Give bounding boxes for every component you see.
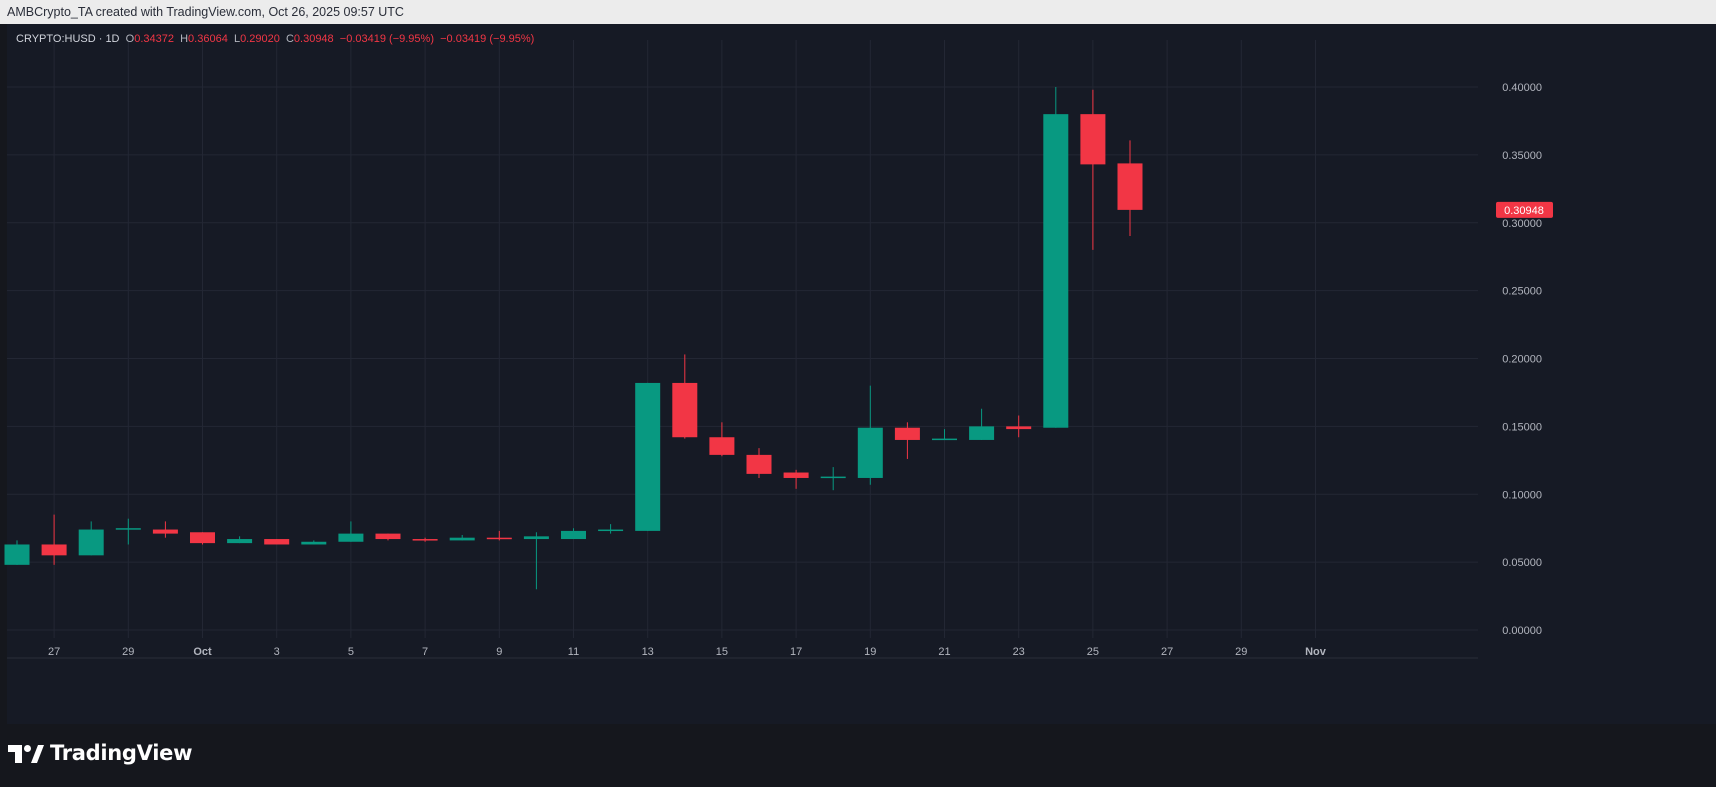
- candle-body-down: [1080, 114, 1106, 165]
- x-tick-label: 11: [568, 646, 579, 658]
- candle-body-down: [746, 454, 772, 474]
- y-tick-label: 0.00000: [1502, 625, 1542, 637]
- candle-body-down: [375, 533, 401, 540]
- x-tick-label: Oct: [193, 646, 212, 658]
- y-tick-label: 0.15000: [1502, 421, 1542, 433]
- x-tick-label: 15: [716, 646, 728, 658]
- x-tick-label: 13: [642, 646, 654, 658]
- candle-body-up: [338, 533, 364, 542]
- y-tick-label: 0.30000: [1502, 218, 1542, 230]
- attribution-bar: AMBCrypto_TA created with TradingView.co…: [0, 0, 1716, 24]
- x-tick-label: 3: [274, 646, 280, 658]
- x-tick-label: 29: [122, 646, 134, 658]
- candle-body-down: [152, 529, 178, 534]
- high-value: 0.36064: [188, 33, 228, 45]
- candle-body-down: [486, 537, 512, 540]
- ohlc-legend: CRYPTO:HUSD · 1D O0.34372 H0.36064 L0.29…: [16, 33, 534, 45]
- candle-body-down: [672, 382, 698, 438]
- chart-area[interactable]: [7, 24, 1716, 724]
- candle-body-up: [449, 537, 475, 541]
- x-tick-label: Nov: [1305, 646, 1327, 658]
- y-tick-label: 0.20000: [1502, 354, 1542, 366]
- tradingview-logo-icon: [8, 745, 44, 763]
- close-value: 0.30948: [293, 33, 334, 45]
- symbol-label: CRYPTO:HUSD · 1D: [16, 33, 120, 45]
- open-label: O: [125, 33, 135, 45]
- change-value: −0.03419 (−9.95%): [339, 33, 434, 45]
- x-tick-label: 19: [864, 646, 876, 658]
- last-price-tag: [1496, 201, 1553, 218]
- x-tick-label: 29: [1235, 646, 1247, 658]
- y-tick-label: 0.25000: [1502, 286, 1542, 298]
- candle-body-up: [523, 536, 549, 540]
- candle-body-up: [820, 476, 846, 479]
- candle-body-down: [894, 427, 920, 440]
- footer: [0, 724, 1716, 787]
- candle-body-down: [264, 539, 290, 545]
- x-tick-label: 5: [348, 646, 354, 658]
- candle-body-down: [190, 532, 215, 544]
- x-tick-label: 17: [790, 646, 802, 658]
- candle-body-up: [227, 539, 253, 544]
- low-value: 0.29020: [240, 33, 280, 45]
- candle-body-up: [4, 544, 30, 565]
- x-tick-label: 9: [496, 646, 502, 658]
- y-tick-label: 0.35000: [1502, 150, 1542, 162]
- candle-body-down: [709, 437, 735, 455]
- x-tick-label: 25: [1087, 646, 1099, 658]
- x-tick-label: 7: [422, 646, 428, 658]
- y-tick-label: 0.40000: [1502, 82, 1542, 94]
- candle-body-up: [115, 528, 141, 530]
- candle-body-up: [857, 427, 883, 478]
- candle-body-down: [1006, 426, 1032, 430]
- candle-body-down: [412, 539, 438, 541]
- candle-body-down: [783, 472, 809, 478]
- last-price-label: 0.30948: [1504, 205, 1544, 217]
- x-tick-label: 27: [1161, 646, 1173, 658]
- candle-body-up: [301, 541, 327, 545]
- y-tick-label: 0.10000: [1502, 489, 1542, 501]
- high-label: H: [180, 33, 189, 45]
- chart-credit: AMBCrypto_TA created with TradingView.co…: [7, 5, 404, 19]
- candle-body-up: [969, 426, 995, 440]
- candle-body-up: [932, 438, 957, 441]
- candle-body-up: [78, 529, 104, 556]
- close-label: C: [285, 33, 294, 45]
- candle-body-up: [561, 530, 586, 540]
- x-tick-label: 23: [1013, 646, 1025, 658]
- x-tick-label: 21: [938, 646, 950, 658]
- low-label: L: [233, 33, 241, 45]
- tradingview-brand[interactable]: TradingView: [8, 741, 193, 765]
- candle-body-up: [635, 382, 661, 531]
- x-tick-label: 27: [48, 646, 60, 658]
- candle-body-up: [598, 529, 624, 532]
- change-value-secondary: −0.03419 (−9.95%): [440, 33, 535, 45]
- candle-body-down: [1117, 163, 1143, 210]
- candle-body-down: [41, 544, 67, 556]
- candle-body-up: [1043, 114, 1069, 428]
- y-tick-label: 0.05000: [1502, 557, 1542, 569]
- open-value: 0.34372: [134, 33, 174, 45]
- brand-wordmark: TradingView: [50, 741, 193, 765]
